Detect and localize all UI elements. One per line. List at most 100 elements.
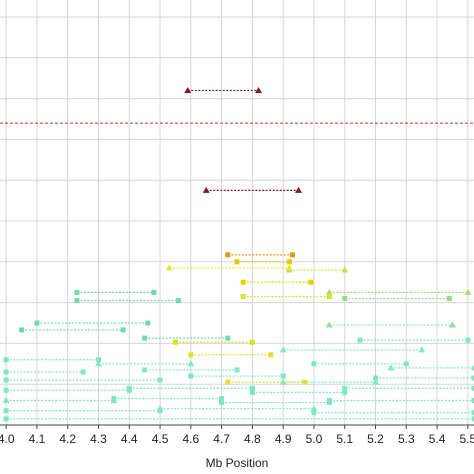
endpoint-marker bbox=[225, 252, 231, 258]
x-tick-label: 5.2 bbox=[367, 432, 384, 446]
endpoint-marker bbox=[471, 385, 474, 391]
endpoint-marker bbox=[342, 385, 348, 391]
endpoint-marker bbox=[326, 293, 332, 299]
x-tick-label: 5.4 bbox=[429, 432, 446, 446]
endpoint-marker bbox=[311, 410, 317, 416]
x-tick-label: 4.5 bbox=[152, 432, 169, 446]
endpoint-marker bbox=[176, 298, 182, 304]
x-tick-label: 5.1 bbox=[336, 432, 353, 446]
endpoint-marker bbox=[188, 373, 194, 379]
endpoint-marker bbox=[151, 289, 157, 295]
endpoint-marker bbox=[187, 360, 195, 367]
x-tick-label: 4.7 bbox=[213, 432, 230, 446]
x-axis-label: Mb Position bbox=[206, 456, 269, 470]
endpoint-marker bbox=[110, 397, 118, 404]
endpoint-marker bbox=[470, 364, 474, 371]
x-tick-label: 4.8 bbox=[244, 432, 261, 446]
endpoint-marker bbox=[471, 416, 474, 422]
endpoint-marker bbox=[341, 266, 349, 273]
x-tick-label: 4.6 bbox=[182, 432, 199, 446]
endpoint-marker bbox=[280, 373, 286, 379]
endpoint-marker bbox=[3, 369, 9, 375]
endpoint-marker bbox=[446, 296, 452, 302]
endpoint-marker bbox=[372, 378, 380, 385]
x-tick-label: 4.3 bbox=[90, 432, 107, 446]
endpoint-marker bbox=[184, 86, 192, 93]
x-tick-label: 4.0 bbox=[0, 432, 15, 446]
endpoint-marker bbox=[74, 289, 80, 295]
endpoint-marker bbox=[145, 320, 151, 326]
endpoint-marker bbox=[357, 337, 363, 343]
endpoint-marker bbox=[234, 259, 240, 265]
x-tick-label: 4.2 bbox=[59, 432, 76, 446]
endpoint-marker bbox=[311, 361, 317, 367]
endpoint-marker bbox=[268, 352, 274, 358]
endpoint-marker bbox=[342, 296, 348, 302]
endpoint-marker bbox=[285, 264, 293, 271]
endpoint-marker bbox=[2, 397, 10, 404]
endpoint-marker bbox=[471, 398, 474, 404]
endpoint-marker bbox=[165, 264, 173, 271]
x-tick-label: 5.3 bbox=[398, 432, 415, 446]
endpoint-marker bbox=[219, 395, 225, 401]
endpoint-marker bbox=[387, 364, 395, 371]
endpoint-marker bbox=[157, 408, 163, 414]
endpoint-marker bbox=[249, 339, 255, 345]
endpoint-marker bbox=[234, 367, 240, 373]
endpoint-marker bbox=[80, 369, 86, 375]
endpoint-marker bbox=[342, 389, 348, 395]
endpoint-marker bbox=[3, 387, 9, 393]
endpoint-marker bbox=[289, 252, 295, 258]
endpoint-marker bbox=[188, 352, 194, 358]
endpoint-marker bbox=[279, 346, 287, 353]
endpoint-marker bbox=[249, 389, 255, 395]
endpoint-marker bbox=[471, 410, 474, 416]
endpoint-marker bbox=[255, 86, 263, 93]
x-tick-label: 4.9 bbox=[275, 432, 292, 446]
endpoint-marker bbox=[373, 375, 379, 381]
endpoint-marker bbox=[219, 400, 225, 406]
endpoint-marker bbox=[308, 279, 314, 285]
endpoint-marker bbox=[465, 337, 471, 343]
endpoint-marker bbox=[325, 288, 333, 295]
endpoint-marker bbox=[120, 327, 126, 333]
x-tick-label: 4.4 bbox=[121, 432, 138, 446]
endpoint-marker bbox=[225, 379, 231, 385]
endpoint-marker bbox=[418, 346, 426, 353]
endpoint-marker bbox=[126, 387, 132, 393]
endpoint-marker bbox=[95, 357, 101, 363]
endpoint-marker bbox=[142, 367, 148, 373]
endpoint-marker bbox=[403, 361, 409, 367]
endpoint-marker bbox=[295, 186, 303, 193]
endpoint-marker bbox=[249, 385, 255, 391]
endpoint-marker bbox=[172, 339, 178, 345]
endpoint-marker bbox=[94, 360, 102, 367]
endpoint-marker bbox=[326, 400, 332, 406]
endpoint-marker bbox=[325, 321, 333, 328]
endpoint-marker bbox=[471, 375, 474, 381]
endpoint-marker bbox=[240, 279, 246, 285]
endpoint-marker bbox=[448, 321, 456, 328]
endpoint-marker bbox=[202, 186, 210, 193]
endpoint-marker bbox=[310, 405, 318, 412]
endpoint-marker bbox=[74, 298, 80, 304]
endpoint-marker bbox=[19, 327, 25, 333]
endpoint-marker bbox=[225, 335, 231, 341]
x-tick-label: 5.0 bbox=[306, 432, 323, 446]
endpoint-marker bbox=[3, 416, 9, 422]
x-tick-label: 5.5 bbox=[460, 432, 474, 446]
endpoint-marker bbox=[3, 377, 9, 383]
endpoint-marker bbox=[302, 379, 308, 385]
endpoint-marker bbox=[142, 335, 148, 341]
endpoint-marker bbox=[34, 320, 40, 326]
endpoint-marker bbox=[279, 378, 287, 385]
endpoint-marker bbox=[3, 408, 9, 414]
x-tick-label: 4.1 bbox=[29, 432, 46, 446]
endpoint-marker bbox=[3, 357, 9, 363]
endpoint-marker bbox=[157, 377, 163, 383]
endpoint-marker bbox=[240, 293, 246, 299]
endpoint-marker bbox=[464, 288, 472, 295]
endpoint-marker bbox=[286, 259, 292, 265]
